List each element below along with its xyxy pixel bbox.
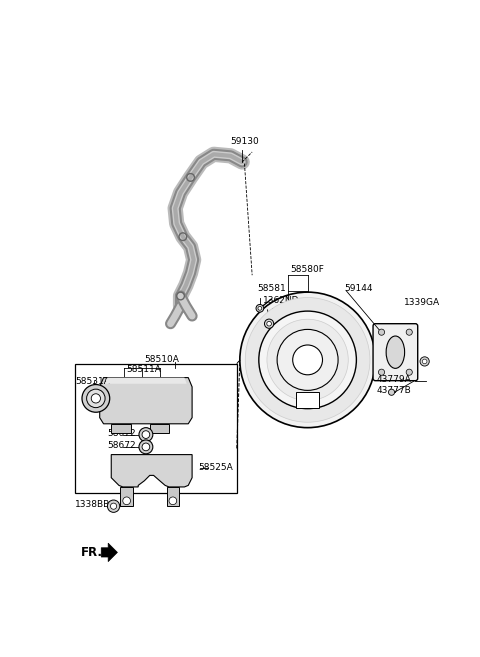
Text: 1339GA: 1339GA	[404, 298, 440, 307]
Circle shape	[139, 428, 153, 442]
Circle shape	[82, 384, 110, 412]
Circle shape	[142, 431, 150, 438]
Text: 58525A: 58525A	[198, 463, 233, 472]
Circle shape	[378, 329, 384, 335]
Ellipse shape	[386, 336, 405, 369]
Text: 1710AB: 1710AB	[271, 307, 306, 317]
Circle shape	[258, 306, 262, 310]
Circle shape	[420, 357, 429, 366]
Circle shape	[406, 329, 412, 335]
Text: 1362ND: 1362ND	[263, 296, 300, 305]
Circle shape	[256, 304, 264, 312]
Polygon shape	[111, 455, 192, 487]
Polygon shape	[101, 543, 118, 562]
Circle shape	[378, 369, 384, 375]
Bar	[167, 487, 179, 506]
Text: 58511A: 58511A	[127, 365, 162, 374]
Circle shape	[267, 319, 348, 401]
Bar	[150, 424, 169, 433]
Text: 59144: 59144	[345, 284, 373, 293]
Bar	[296, 392, 319, 407]
Bar	[75, 364, 237, 493]
Polygon shape	[100, 378, 192, 424]
Circle shape	[86, 389, 105, 407]
Circle shape	[91, 394, 100, 403]
Circle shape	[108, 500, 120, 512]
Text: 58581: 58581	[258, 284, 286, 293]
Circle shape	[123, 497, 131, 505]
Circle shape	[245, 298, 370, 422]
Circle shape	[293, 345, 323, 374]
Text: 58531A: 58531A	[75, 377, 110, 386]
Text: 58510A: 58510A	[144, 355, 179, 365]
Circle shape	[267, 321, 271, 326]
Circle shape	[277, 329, 338, 390]
Ellipse shape	[313, 346, 332, 374]
Circle shape	[388, 389, 395, 396]
Text: 59130: 59130	[230, 137, 259, 147]
Circle shape	[264, 319, 274, 328]
Bar	[111, 424, 131, 433]
Circle shape	[139, 440, 153, 454]
Text: 43777B: 43777B	[377, 386, 412, 396]
Ellipse shape	[283, 346, 302, 374]
Text: 43779A: 43779A	[377, 374, 412, 384]
Text: 1338BB: 1338BB	[75, 500, 110, 509]
Circle shape	[169, 497, 177, 505]
Bar	[120, 487, 133, 506]
Circle shape	[110, 503, 117, 509]
FancyBboxPatch shape	[373, 324, 418, 380]
Circle shape	[422, 359, 427, 364]
Text: FR.: FR.	[81, 546, 102, 559]
Circle shape	[240, 292, 375, 428]
Text: 58580F: 58580F	[291, 265, 324, 275]
Polygon shape	[105, 378, 187, 384]
Text: 58672: 58672	[108, 441, 136, 450]
Text: 59110B: 59110B	[291, 413, 325, 422]
Circle shape	[142, 443, 150, 451]
Circle shape	[406, 369, 412, 375]
Text: 58672: 58672	[108, 428, 136, 438]
Circle shape	[259, 311, 356, 409]
